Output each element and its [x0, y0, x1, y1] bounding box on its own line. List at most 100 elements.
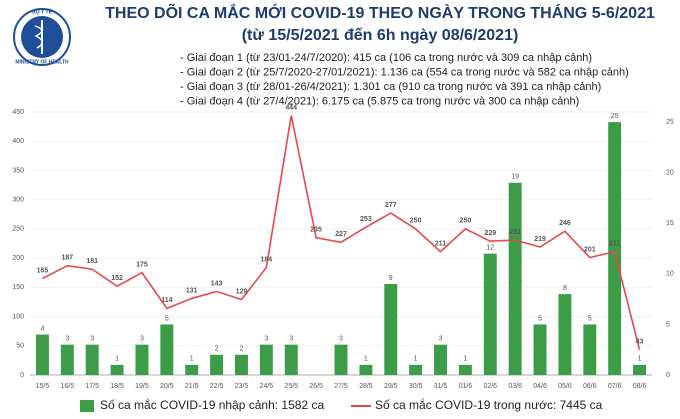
x-tick-label: 29/5 — [384, 383, 398, 390]
y2-tick-label: 0 — [666, 372, 670, 379]
line-value-label: 444 — [285, 104, 297, 111]
bar-value-label: 3 — [65, 335, 69, 342]
x-tick-label: 19/5 — [135, 383, 149, 390]
y-tick-label: 450 — [12, 109, 24, 116]
bar — [210, 354, 224, 375]
stage-note: - Giai đoạn 4 (từ 27/4/2021): 6.175 ca (… — [180, 95, 579, 107]
line-value-label: 184 — [261, 256, 273, 263]
bar-value-label: 3 — [140, 335, 144, 342]
bar — [160, 324, 174, 375]
bar-value-label: 3 — [439, 335, 443, 342]
line-value-label: 219 — [534, 236, 546, 243]
bar-value-label: 12 — [486, 244, 494, 251]
bar — [533, 324, 547, 375]
x-tick-label: 05/6 — [558, 383, 572, 390]
chart-subtitle: (từ 15/5/2021 đến 6h ngày 08/6/2021) — [242, 27, 519, 44]
y-tick-label: 100 — [12, 313, 24, 320]
stage-note: - Giai đoạn 3 (từ 28/01-26/4/2021): 1.30… — [180, 81, 601, 93]
y2-tick-label: 20 — [666, 170, 674, 177]
line-value-label: 114 — [161, 297, 172, 304]
logo: BỘ Y TẾ MINISTRY OF HEALTH — [13, 7, 71, 66]
bar — [185, 364, 199, 375]
bar-value-label: 9 — [389, 275, 393, 282]
y2-tick-label: 10 — [666, 271, 674, 278]
legend-label: Số ca mắc COVID-19 nhập cảnh: 1582 ca — [100, 397, 324, 412]
x-tick-label: 03/6 — [508, 383, 522, 390]
bar-value-label: 3 — [90, 335, 94, 342]
x-tick-label: 01/6 — [459, 383, 473, 390]
bar-value-label: 5 — [165, 315, 169, 322]
y2-tick-label: 15 — [666, 220, 674, 227]
x-tick-label: 28/5 — [359, 383, 373, 390]
x-tick-label: 04/6 — [533, 383, 547, 390]
bar — [110, 364, 124, 375]
x-tick-label: 08/6 — [633, 383, 647, 390]
bar-value-label: 25 — [611, 113, 619, 120]
y-tick-label: 300 — [12, 197, 24, 204]
bar-value-label: 1 — [190, 356, 194, 363]
bar — [235, 354, 248, 375]
bar-value-label: 1 — [638, 356, 642, 363]
y-tick-label: 200 — [12, 255, 24, 262]
bar-value-label: 19 — [511, 174, 519, 181]
x-tick-label: 07/6 — [608, 383, 622, 390]
line-value-label: 246 — [559, 220, 571, 227]
line-value-label: 231 — [509, 229, 521, 236]
x-tick-label: 23/5 — [235, 383, 249, 390]
bar-value-label: 3 — [264, 335, 268, 342]
chart-title: THEO DÕI CA MẮC MỚI COVID-19 THEO NGÀY T… — [105, 2, 655, 22]
bar — [633, 364, 647, 375]
bar — [85, 344, 99, 375]
line-value-label: 143 — [211, 280, 223, 287]
y-tick-label: 0 — [20, 372, 24, 379]
x-tick-label: 16/5 — [61, 383, 75, 390]
bar — [359, 364, 373, 375]
line-value-label: 227 — [335, 231, 347, 238]
line-value-label: 201 — [584, 246, 596, 253]
line-value-label: 250 — [460, 218, 472, 225]
stage-note: - Giai đoạn 1 (từ 23/01-24/7/2020): 415 … — [180, 52, 592, 64]
x-tick-label: 24/5 — [260, 383, 274, 390]
bar — [384, 283, 398, 375]
bar — [409, 364, 423, 375]
bar-value-label: 3 — [289, 335, 293, 342]
bar-value-label: 1 — [115, 356, 119, 363]
bar — [508, 182, 522, 375]
line-value-label: 277 — [385, 202, 397, 209]
y-tick-label: 350 — [12, 167, 24, 174]
bar — [608, 122, 622, 375]
x-tick-label: 17/5 — [85, 383, 99, 390]
bar — [583, 324, 597, 375]
bar-value-label: 1 — [463, 356, 467, 363]
x-tick-label: 20/5 — [160, 383, 174, 390]
x-tick-label: 02/6 — [483, 383, 497, 390]
bar-value-label: 1 — [364, 356, 368, 363]
bar-value-label: 2 — [215, 346, 219, 353]
bar — [35, 334, 49, 375]
bar — [334, 344, 348, 375]
x-tick-label: 21/5 — [185, 383, 199, 390]
bar — [483, 253, 497, 375]
line-value-label: 43 — [636, 339, 644, 346]
line-value-label: 250 — [410, 218, 422, 225]
line-value-label: 152 — [111, 275, 123, 282]
legend-swatch — [80, 400, 94, 412]
bar — [558, 294, 572, 375]
logo-bottom: MINISTRY OF HEALTH — [15, 59, 69, 65]
line-value-label: 131 — [186, 287, 198, 294]
y2-tick-label: 25 — [666, 119, 674, 126]
line-value-label: 253 — [360, 216, 372, 223]
bar-value-label: 2 — [240, 346, 244, 353]
x-tick-label: 22/5 — [210, 383, 224, 390]
bar — [60, 344, 74, 375]
bar-value-label: 4 — [40, 325, 44, 332]
line — [42, 115, 641, 351]
bar — [434, 344, 447, 375]
legend-label: Số ca mắc COVID-19 trong nước: 7445 ca — [375, 397, 603, 412]
line-value-label: 211 — [609, 241, 620, 248]
bar-value-label: 8 — [563, 285, 567, 292]
x-tick-label: 25/5 — [284, 383, 298, 390]
y-tick-label: 400 — [12, 138, 24, 145]
bar — [458, 364, 472, 375]
